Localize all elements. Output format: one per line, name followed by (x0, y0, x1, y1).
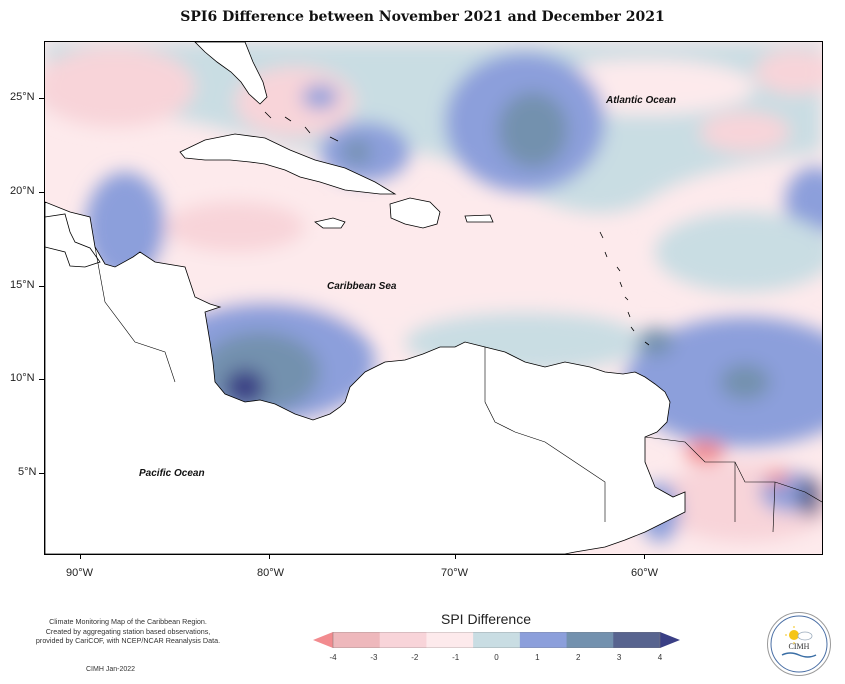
lon-tick (455, 554, 456, 559)
lat-tick (39, 286, 44, 287)
anomaly-field (45, 42, 822, 542)
logo-emblem: CIMH (770, 615, 828, 673)
lat-label: 20°N (10, 185, 35, 197)
pacific-label: Pacific Ocean (139, 468, 205, 479)
legend-tick-label: 1 (535, 653, 540, 662)
lat-tick (39, 379, 44, 380)
wave-icon (781, 652, 817, 658)
legend-tick-label: -2 (411, 653, 419, 662)
legend-title: SPI Difference (441, 611, 532, 627)
legend-cell (473, 632, 521, 648)
legend-tick-label: -4 (329, 653, 337, 662)
credit-date: CIMH Jan-2022 (86, 666, 136, 673)
lat-tick (39, 98, 44, 99)
legend-tick-label: -1 (452, 653, 460, 662)
lon-label: 90°W (66, 567, 94, 579)
legend-tick-label: 0 (494, 653, 499, 662)
legend-frame (332, 632, 661, 648)
credits-text: Climate Monitoring Map of the Caribbean … (28, 617, 228, 646)
credit-line: Climate Monitoring Map of the Caribbean … (49, 617, 207, 626)
legend-tick-label: 2 (576, 653, 581, 662)
credit-line: Created by aggregating station based obs… (45, 626, 211, 636)
legend-tick-label: -3 (370, 653, 378, 662)
legend-cell (333, 632, 381, 648)
lon-label: 80°W (257, 567, 285, 579)
lon-tick (269, 554, 270, 559)
legend-arrow-right (660, 632, 680, 648)
legend-cell (566, 632, 614, 648)
land (45, 42, 686, 554)
lat-label: 10°N (10, 372, 35, 384)
logo-text: CIMH (789, 642, 810, 651)
spi-map (45, 42, 822, 554)
lat-label: 5°N (18, 466, 37, 478)
legend-cell (613, 632, 661, 648)
lat-label: 25°N (10, 91, 35, 103)
lat-tick (39, 192, 44, 193)
borders (94, 246, 822, 533)
lon-label: 70°W (441, 567, 469, 579)
legend-colorbar (313, 632, 680, 648)
legend-cell (379, 632, 427, 648)
map-title: SPI6 Difference between November 2021 an… (180, 9, 665, 25)
legend-cell (426, 632, 474, 648)
lat-tick (39, 473, 44, 474)
legend-cell (519, 632, 568, 648)
lon-label: 60°W (631, 567, 659, 579)
legend-arrow-left (313, 632, 333, 648)
cimh-logo: CIMH (767, 612, 831, 676)
cloud-icon (797, 631, 813, 641)
legend-tick-label: 4 (657, 653, 663, 662)
atlantic-label: Atlantic Ocean (606, 95, 677, 106)
logo-ring (770, 615, 828, 673)
sun-icon (789, 630, 799, 640)
lat-label: 15°N (10, 279, 35, 291)
lon-tick (80, 554, 81, 559)
credit-line: provided by CariCOF, with NCEP/NCAR Rean… (35, 636, 221, 646)
lesser-antilles (264, 111, 650, 346)
legend-tick-label: 3 (616, 653, 622, 662)
map-panel[interactable]: Atlantic Ocean Caribbean Sea Pacific Oce… (44, 41, 823, 555)
caribbean-label: Caribbean Sea (327, 281, 397, 292)
lon-tick (644, 554, 645, 559)
